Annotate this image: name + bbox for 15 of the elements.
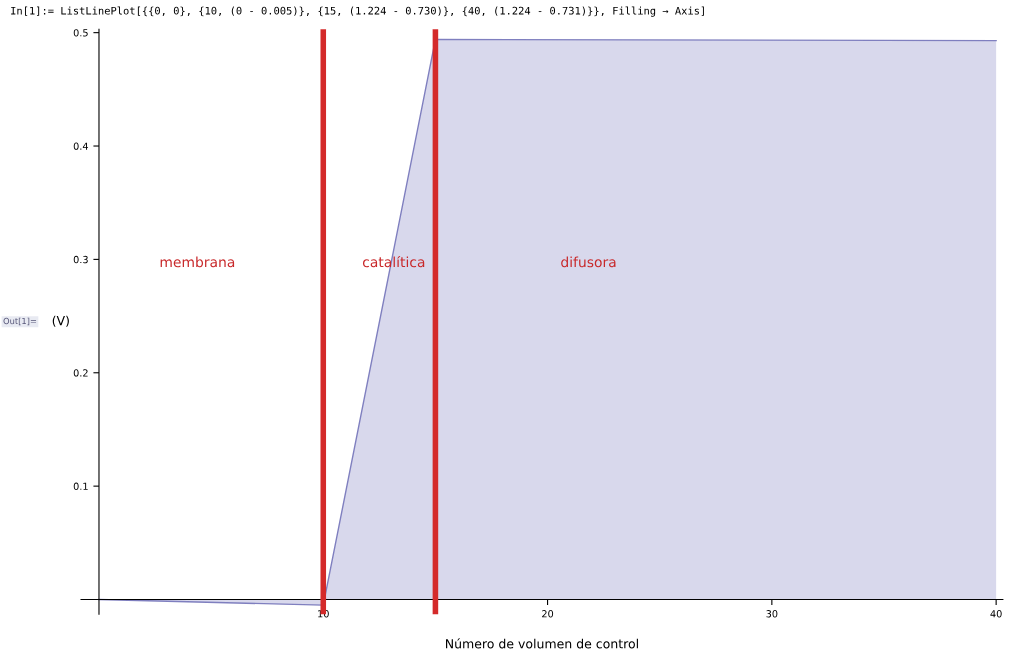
y-tick-label: 0.1 <box>73 482 88 490</box>
text: Out[1]= <box>3 317 37 326</box>
x-axis-title: Número de volumen de control <box>446 638 638 649</box>
y-tick-label: 0.3 <box>73 255 88 264</box>
annotation: membrana <box>160 256 235 268</box>
annotation: catalítica <box>362 255 425 268</box>
y-axis-title: (V) <box>52 315 69 327</box>
chart-title: In[1]:= ListLinePlot[{{0, 0}, {10, (0 - 0.005)}, {15, (1.224 - 0.730)}, {40, (1.224 - 0.731)}}, Filling → Axis] <box>11 6 704 17</box>
x-tick-label: 30 <box>766 610 778 618</box>
y-tick-label: 0.4 <box>73 142 89 150</box>
y-tick-label: 0.5 <box>73 29 88 37</box>
x-tick-label: 20 <box>542 610 554 618</box>
annotation: difusora <box>561 256 616 268</box>
x-tick-label: 40 <box>990 610 1002 618</box>
y-tick-label: 0.2 <box>73 369 88 377</box>
